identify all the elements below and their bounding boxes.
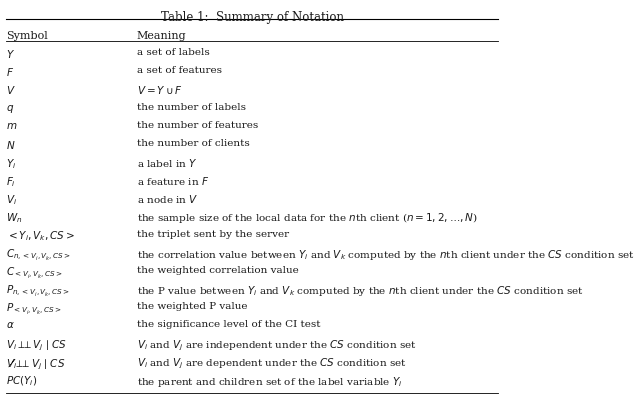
Text: $V = Y \cup F$: $V = Y \cup F$ [137, 85, 182, 97]
Text: the triplet sent by the server: the triplet sent by the server [137, 229, 289, 239]
Text: the significance level of the CI test: the significance level of the CI test [137, 320, 320, 329]
Text: $V$: $V$ [6, 85, 16, 97]
Text: a set of features: a set of features [137, 66, 222, 75]
Text: Symbol: Symbol [6, 31, 48, 41]
Text: $P_{<V_i,V_k,CS>}$: $P_{<V_i,V_k,CS>}$ [6, 302, 62, 317]
Text: $C_{n,<V_i,V_k,CS>}$: $C_{n,<V_i,V_k,CS>}$ [6, 248, 72, 263]
Text: $P_{n,<V_i,V_k,CS>}$: $P_{n,<V_i,V_k,CS>}$ [6, 284, 70, 299]
Text: a label in $Y$: a label in $Y$ [137, 157, 198, 169]
Text: $V_i \not\!\perp\!\!\!\perp V_j \mid CS$: $V_i \not\!\perp\!\!\!\perp V_j \mid CS$ [6, 357, 66, 372]
Text: a node in $V$: a node in $V$ [137, 193, 198, 205]
Text: a set of labels: a set of labels [137, 48, 209, 57]
Text: $V_i$ and $V_j$ are independent under the $CS$ condition set: $V_i$ and $V_j$ are independent under th… [137, 338, 417, 353]
Text: $\alpha$: $\alpha$ [6, 320, 15, 330]
Text: $PC(Y_i)$: $PC(Y_i)$ [6, 375, 38, 388]
Text: the weighted correlation value: the weighted correlation value [137, 266, 299, 275]
Text: $Y$: $Y$ [6, 48, 15, 60]
Text: the parent and children set of the label variable $Y_i$: the parent and children set of the label… [137, 375, 403, 389]
Text: Table 1:  Summary of Notation: Table 1: Summary of Notation [161, 11, 344, 24]
Text: $m$: $m$ [6, 121, 18, 131]
Text: $q$: $q$ [6, 103, 15, 115]
Text: $V_i$ and $V_j$ are dependent under the $CS$ condition set: $V_i$ and $V_j$ are dependent under the … [137, 357, 406, 371]
Text: a feature in $F$: a feature in $F$ [137, 175, 209, 187]
Text: $F_i$: $F_i$ [6, 175, 17, 189]
Text: the sample size of the local data for the $n$th client ($n = 1, 2, \ldots, N$): the sample size of the local data for th… [137, 211, 478, 225]
Text: $W_n$: $W_n$ [6, 211, 23, 225]
Text: the weighted P value: the weighted P value [137, 302, 247, 311]
Text: $< Y_i, V_k, CS >$: $< Y_i, V_k, CS >$ [6, 229, 76, 243]
Text: Meaning: Meaning [137, 31, 186, 41]
Text: $V_i \perp\!\!\!\perp V_j \mid CS$: $V_i \perp\!\!\!\perp V_j \mid CS$ [6, 338, 67, 353]
Text: the number of labels: the number of labels [137, 103, 246, 112]
Text: $F$: $F$ [6, 66, 15, 78]
Text: the P value between $Y_i$ and $V_k$ computed by the $n$th client under the $CS$ : the P value between $Y_i$ and $V_k$ comp… [137, 284, 584, 298]
Text: $C_{<V_i,V_k,CS>}$: $C_{<V_i,V_k,CS>}$ [6, 266, 63, 281]
Text: the number of clients: the number of clients [137, 139, 250, 148]
Text: the correlation value between $Y_i$ and $V_k$ computed by the $n$th client under: the correlation value between $Y_i$ and … [137, 248, 634, 262]
Text: $N$: $N$ [6, 139, 16, 151]
Text: $V_i$: $V_i$ [6, 193, 17, 207]
Text: the number of features: the number of features [137, 121, 258, 130]
Text: $Y_i$: $Y_i$ [6, 157, 17, 171]
